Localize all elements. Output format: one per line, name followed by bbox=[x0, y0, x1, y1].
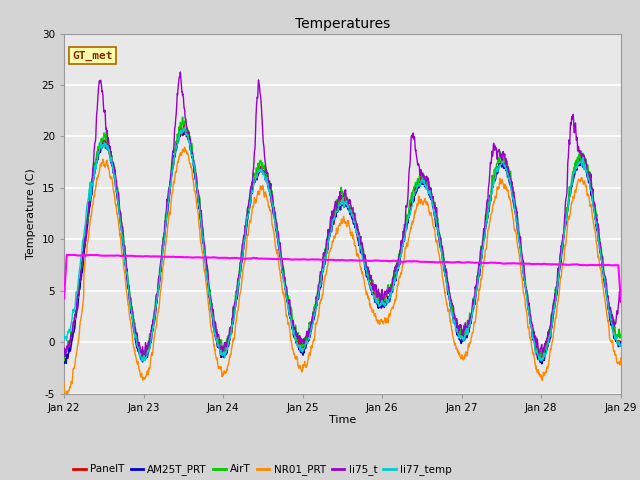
Y-axis label: Temperature (C): Temperature (C) bbox=[26, 168, 36, 259]
Title: Temperatures: Temperatures bbox=[295, 17, 390, 31]
X-axis label: Time: Time bbox=[329, 415, 356, 425]
Text: GT_met: GT_met bbox=[72, 51, 113, 61]
